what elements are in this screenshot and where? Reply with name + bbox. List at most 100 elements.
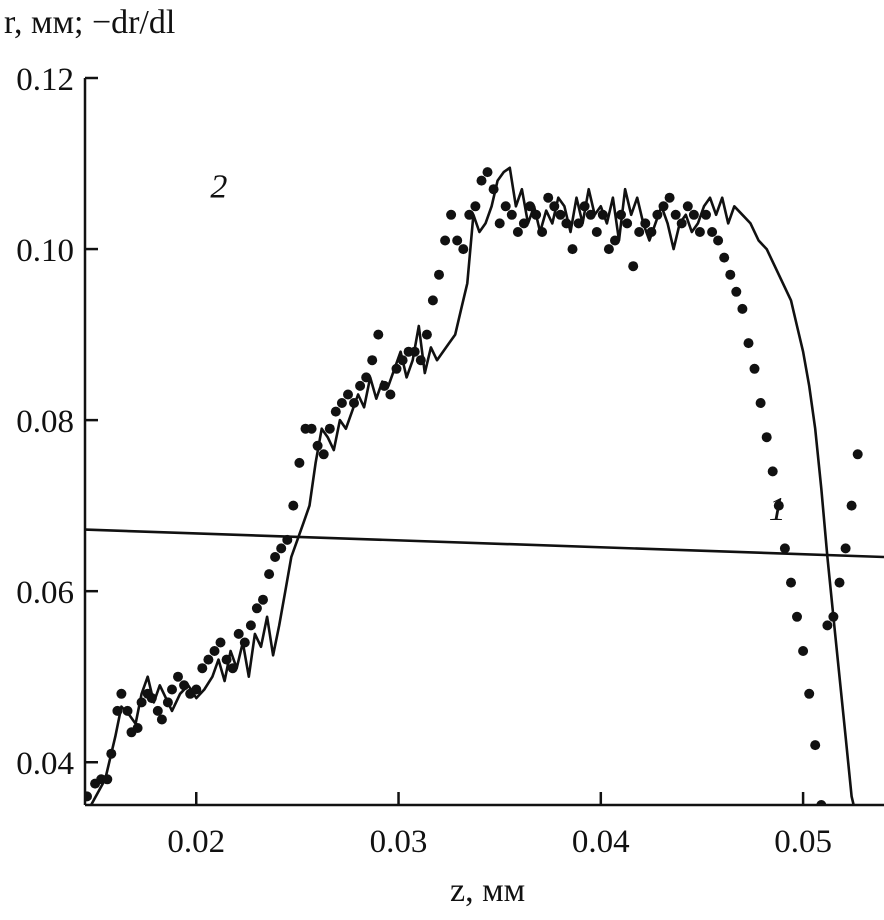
data-point	[652, 209, 663, 220]
data-point	[152, 705, 163, 716]
series-line-2	[89, 166, 855, 805]
data-point	[579, 201, 590, 212]
data-point	[616, 209, 626, 220]
data-point	[707, 227, 718, 237]
data-point	[719, 252, 730, 263]
data-point	[816, 800, 827, 805]
data-point	[622, 218, 633, 229]
data-point	[270, 552, 281, 562]
data-point	[116, 688, 127, 699]
data-point	[634, 227, 645, 237]
data-point	[215, 637, 226, 648]
data-point	[146, 693, 157, 704]
data-point	[701, 209, 711, 220]
x-tick-label-1: 0.03	[370, 824, 428, 860]
data-point	[385, 389, 396, 400]
ticks: 0.04 0.06 0.08 0.10 0.12 0.02 0.03 0.04 0.05	[16, 62, 832, 860]
data-point	[373, 329, 384, 340]
data-point	[610, 235, 620, 246]
y-tick-label-3: 0.10	[16, 233, 74, 269]
data-point	[676, 218, 687, 229]
data-point	[561, 218, 572, 229]
curve-labels: 12	[210, 169, 785, 528]
data-point	[737, 303, 748, 314]
data-point	[397, 355, 408, 366]
data-point	[603, 244, 614, 255]
x-tick-label-3: 0.05	[774, 824, 832, 860]
x-tick-label-0: 0.02	[167, 824, 225, 860]
data-point	[203, 654, 214, 665]
data-point	[537, 227, 548, 237]
data-point	[102, 774, 113, 785]
data-point	[458, 244, 469, 255]
data-point	[355, 380, 366, 391]
curve-label-2: 2	[210, 169, 227, 206]
data-point	[798, 646, 809, 656]
data-point	[597, 209, 608, 220]
data-point	[440, 235, 451, 246]
curve-label-1: 1	[769, 491, 786, 528]
data-point	[512, 227, 523, 237]
data-point	[227, 663, 238, 674]
data-point	[434, 269, 444, 280]
data-point	[846, 500, 857, 511]
data-point	[85, 791, 92, 802]
data-point	[664, 192, 675, 203]
data-point	[792, 611, 802, 622]
data-point	[336, 398, 347, 408]
data-point	[209, 646, 220, 656]
x-axis-label: z, мм	[450, 872, 526, 909]
data-point	[239, 637, 250, 648]
data-point	[543, 192, 554, 203]
data-point	[840, 543, 851, 554]
data-point	[755, 398, 766, 408]
data-point	[640, 218, 651, 229]
data-point	[688, 209, 699, 220]
data-point	[306, 423, 317, 434]
data-point	[233, 628, 244, 639]
data-point	[725, 269, 736, 280]
data-point	[773, 500, 784, 511]
data-point	[276, 543, 287, 554]
data-point	[822, 620, 833, 631]
data-point	[330, 406, 341, 417]
data-point	[549, 201, 560, 212]
data-point	[415, 355, 426, 366]
data-point	[828, 611, 839, 622]
data-point	[506, 209, 517, 220]
x-tick-label-2: 0.04	[572, 824, 630, 860]
data-point	[682, 201, 693, 212]
data-point	[482, 167, 493, 178]
data-point	[367, 355, 378, 366]
data-point	[761, 432, 772, 443]
data-point	[767, 466, 778, 477]
data-point	[132, 723, 143, 733]
data-point	[573, 218, 584, 229]
data-point	[294, 457, 305, 468]
data-point	[324, 423, 335, 434]
data-point	[112, 705, 123, 716]
data-point	[804, 688, 815, 699]
data-point	[852, 449, 863, 460]
y-axis-label: r, мм; −dr/dl	[4, 4, 176, 41]
data-point	[500, 201, 511, 212]
data-point	[349, 398, 359, 408]
data-point	[258, 594, 268, 605]
data-point	[264, 569, 275, 580]
data-point	[464, 209, 475, 220]
data-point	[288, 500, 299, 511]
data-point	[179, 680, 190, 691]
data-point	[591, 227, 602, 237]
data-point	[810, 740, 821, 751]
data-point	[343, 389, 353, 400]
data-point	[122, 705, 133, 716]
data-point	[221, 654, 232, 665]
y-tick-label-2: 0.08	[16, 404, 74, 440]
y-tick-label-1: 0.06	[16, 575, 74, 611]
data-point	[282, 534, 293, 545]
data-point	[197, 663, 208, 674]
data-point	[555, 209, 566, 220]
data-point	[525, 201, 535, 212]
data-point	[391, 363, 402, 374]
data-point	[167, 684, 177, 695]
